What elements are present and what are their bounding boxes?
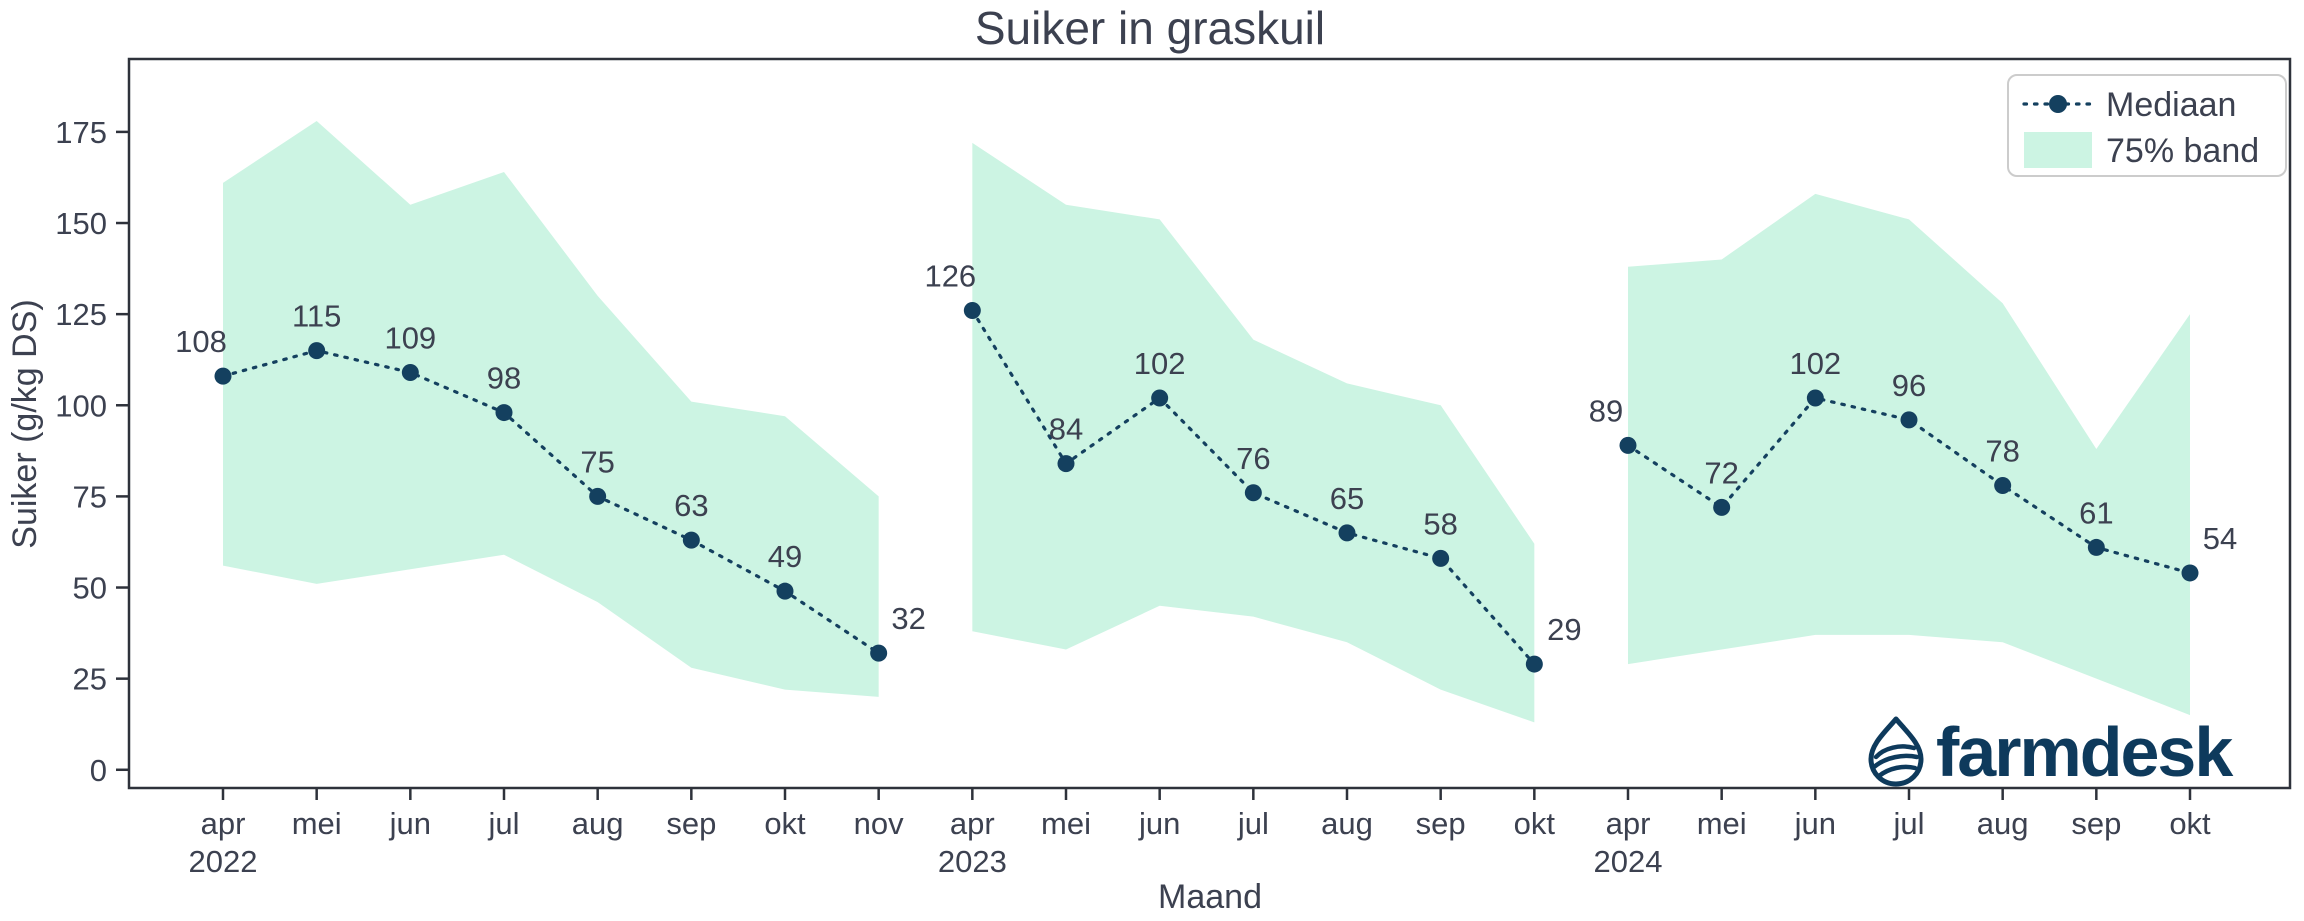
band-2023 <box>972 142 1535 723</box>
data-point <box>776 582 794 600</box>
data-label: 58 <box>1423 506 1457 541</box>
chart-title: Suiker in graskuil <box>975 2 1325 54</box>
x-tick-label: okt <box>2169 806 2211 841</box>
band-2022 <box>223 120 879 697</box>
x-tick-label: jun <box>389 806 431 841</box>
y-tick-label: 0 <box>90 753 107 788</box>
x-tick-label: okt <box>764 806 806 841</box>
data-point <box>1338 524 1356 542</box>
data-label: 32 <box>891 601 925 636</box>
x-tick-label: aug <box>572 806 624 841</box>
logo-wordmark: farmdesk <box>1936 713 2233 791</box>
data-label: 109 <box>384 320 436 355</box>
x-tick-label: mei <box>1041 806 1091 841</box>
data-point <box>589 487 607 505</box>
data-point <box>308 342 326 360</box>
y-tick-label: 25 <box>73 662 107 697</box>
x-tick-label: jun <box>1794 806 1836 841</box>
data-label: 89 <box>1589 393 1623 428</box>
y-tick-label: 75 <box>73 479 107 514</box>
droplet-icon <box>1868 716 1924 787</box>
data-point <box>1432 549 1450 567</box>
x-tick-label: apr <box>1606 806 1651 841</box>
x-tick-label: aug <box>1977 806 2029 841</box>
data-label: 72 <box>1704 455 1738 490</box>
x-tick-label: apr <box>201 806 246 841</box>
median-layer: 108 115 109 98 75 63 49 32 126 84 102 76 65 58 29 89 72 1… <box>175 259 2237 673</box>
data-point <box>1713 498 1731 516</box>
x-tick-year-label: 2024 <box>1594 844 1663 879</box>
data-point <box>2181 564 2199 582</box>
data-label: 29 <box>1547 612 1581 647</box>
data-point <box>401 363 419 381</box>
x-tick-year-label: 2022 <box>189 844 258 879</box>
data-label: 84 <box>1049 412 1083 447</box>
data-point <box>1525 655 1543 673</box>
x-tick-label: sep <box>1416 806 1466 841</box>
data-label: 115 <box>292 299 341 334</box>
data-label: 63 <box>674 488 708 523</box>
x-tick-year-label: 2023 <box>938 844 1007 879</box>
legend: Mediaan 75% band <box>2007 74 2287 177</box>
data-point <box>1619 436 1637 454</box>
x-tick-label: aug <box>1321 806 1373 841</box>
data-label: 98 <box>487 361 521 396</box>
legend-band-swatch <box>2024 132 2092 168</box>
data-label: 75 <box>580 444 614 479</box>
data-point <box>1057 455 1075 473</box>
data-label: 126 <box>924 259 976 294</box>
x-tick-label: sep <box>2071 806 2121 841</box>
y-tick-label: 50 <box>73 571 107 606</box>
data-label: 54 <box>2203 521 2237 556</box>
y-tick-label: 100 <box>55 388 107 423</box>
y-tick-label: 150 <box>55 206 107 241</box>
data-point <box>1994 476 2012 494</box>
legend-band-label: 75% band <box>2106 132 2259 170</box>
y-tick-label: 125 <box>55 297 107 332</box>
x-tick-label: sep <box>666 806 716 841</box>
x-tick-label: jul <box>1237 806 1269 841</box>
data-point <box>214 367 232 385</box>
data-point <box>870 644 888 662</box>
data-point <box>682 531 700 549</box>
data-label: 49 <box>768 539 802 574</box>
x-tick-label: apr <box>950 806 995 841</box>
x-tick-label: jun <box>1138 806 1180 841</box>
data-label: 76 <box>1236 441 1270 476</box>
median-line-2022 <box>221 348 881 655</box>
data-point <box>2087 538 2105 556</box>
y-axis-label: Suiker (g/kg DS) <box>6 299 44 548</box>
data-label: 65 <box>1330 481 1364 516</box>
data-label: 78 <box>1985 433 2019 468</box>
data-label: 102 <box>1789 346 1841 381</box>
plot-area <box>127 57 2292 790</box>
data-label: 102 <box>1134 346 1186 381</box>
x-tick-label: okt <box>1514 806 1556 841</box>
legend-median-marker <box>2049 95 2067 113</box>
band-layer <box>223 120 2190 723</box>
x-axis-label: Maand <box>1158 878 1262 916</box>
data-point <box>1900 411 1918 429</box>
data-point <box>495 404 513 422</box>
band-2024 <box>1628 193 2190 716</box>
x-tick-label: nov <box>854 806 904 841</box>
data-label: 108 <box>175 324 227 359</box>
data-label: 61 <box>2079 495 2113 530</box>
y-tick-label: 175 <box>55 115 107 150</box>
data-point <box>1806 389 1824 407</box>
data-point <box>1244 484 1262 502</box>
x-tick-label: jul <box>1892 806 1924 841</box>
data-label: 96 <box>1892 368 1926 403</box>
legend-median-label: Mediaan <box>2106 86 2236 124</box>
x-tick-label: mei <box>292 806 342 841</box>
data-point <box>1151 389 1169 407</box>
x-tick-label: jul <box>487 806 519 841</box>
logo: farmdesk <box>1868 713 2235 791</box>
data-point <box>963 302 981 320</box>
x-tick-label: mei <box>1697 806 1747 841</box>
